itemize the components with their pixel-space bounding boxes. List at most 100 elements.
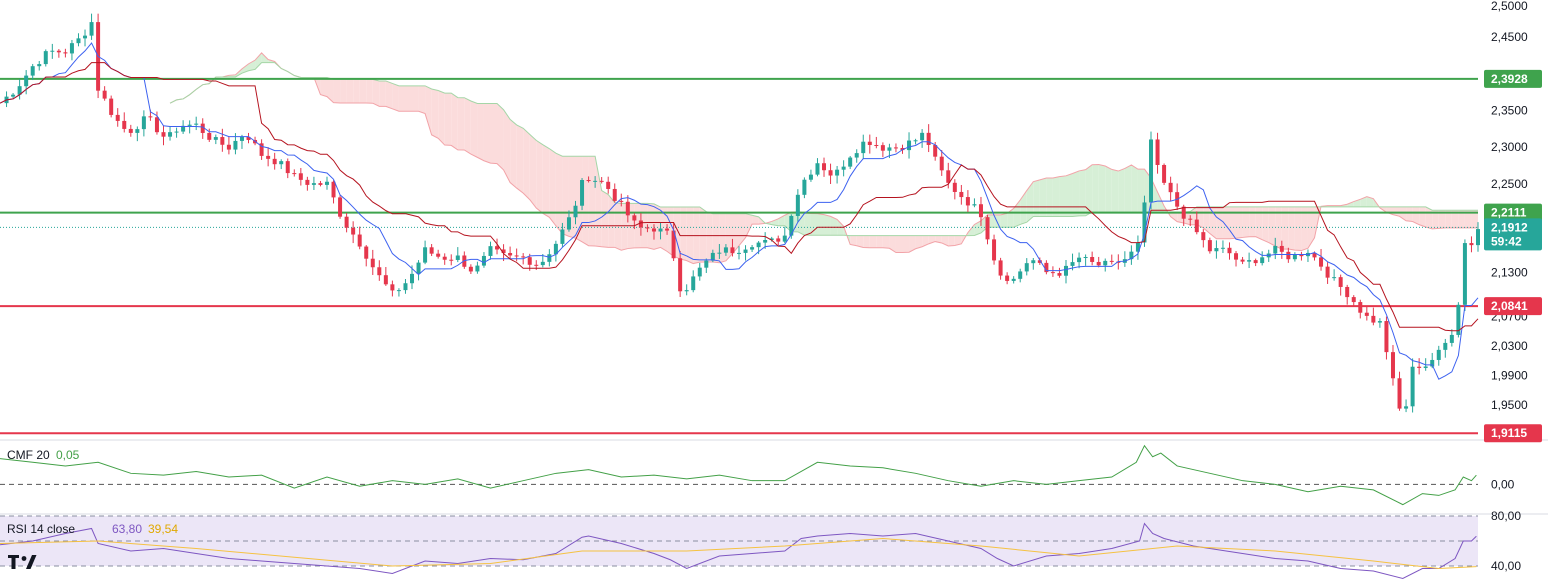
candle <box>207 128 212 142</box>
candle <box>1077 252 1082 269</box>
candle <box>1129 245 1134 265</box>
cloud-segment <box>1085 164 1093 216</box>
candle <box>1286 247 1291 263</box>
candle <box>1436 345 1441 366</box>
level-price-badge: 2,0841 <box>1484 297 1542 316</box>
candle <box>1345 284 1350 305</box>
candle <box>1149 131 1154 210</box>
candle <box>802 177 807 199</box>
rsi-value: 63,80 <box>112 522 142 536</box>
rsi-line <box>0 522 1477 580</box>
cloud-segment <box>915 235 923 249</box>
cloud-segment <box>1288 206 1295 251</box>
price-tick-label: 2,2500 <box>1491 177 1528 191</box>
cloud-segment <box>653 203 661 250</box>
candle <box>619 193 624 207</box>
candle <box>867 134 872 154</box>
price-tick-label: 2,5000 <box>1491 0 1528 13</box>
candle <box>390 280 395 297</box>
candle <box>1122 251 1127 267</box>
cloud-segment <box>255 52 262 70</box>
cloud-segment <box>529 134 537 209</box>
candle <box>743 245 748 261</box>
rsi-legend[interactable]: RSI 14 close 63,80 39,54 <box>7 522 178 536</box>
candle <box>1031 257 1036 270</box>
candle <box>580 178 585 211</box>
candle <box>1142 195 1147 247</box>
cloud-segment <box>542 144 550 218</box>
candle <box>429 244 434 257</box>
cloud-segment <box>1347 201 1354 207</box>
cloud-segment <box>575 156 583 242</box>
candle <box>226 136 231 155</box>
candle <box>1462 239 1467 311</box>
candle <box>665 224 670 235</box>
cloud-segment <box>464 97 471 155</box>
candle <box>442 253 447 265</box>
candle <box>481 252 486 268</box>
cloud-segment <box>725 213 733 261</box>
candle <box>83 29 88 47</box>
cloud-segment <box>1124 164 1132 213</box>
cloud-segment <box>451 93 458 150</box>
cloud-segment <box>1137 169 1145 213</box>
horizontal-levels[interactable] <box>0 77 1478 435</box>
cloud-segment <box>719 213 726 263</box>
candle <box>1443 338 1448 358</box>
cloud-segment <box>1249 206 1256 237</box>
cloud-segment <box>830 216 838 236</box>
cloud-segment <box>320 77 327 97</box>
candle <box>89 13 94 40</box>
cmf-legend[interactable]: CMF 20 0,05 <box>7 448 80 462</box>
cloud-segment <box>333 79 341 103</box>
candle <box>625 195 630 223</box>
candle <box>1214 240 1219 259</box>
cloud-segment <box>817 213 825 236</box>
cloud-segment <box>1111 169 1119 213</box>
candle <box>893 143 898 153</box>
candle <box>1417 358 1422 375</box>
cloud-segment <box>1118 168 1125 213</box>
cloud-segment <box>856 235 864 248</box>
candle <box>69 39 74 61</box>
candle <box>1410 358 1415 413</box>
cloud-segment <box>248 60 256 71</box>
cloud-segment <box>1157 192 1165 213</box>
candle <box>259 139 264 160</box>
candle <box>1469 236 1474 253</box>
cmf-value: 0,05 <box>56 448 80 462</box>
candle <box>645 224 650 233</box>
candle <box>907 132 912 159</box>
candle <box>835 165 840 184</box>
cloud-segment <box>699 207 707 263</box>
cloud-segment <box>1222 206 1230 239</box>
candle <box>599 177 604 184</box>
cloud-segment <box>582 156 589 246</box>
cmf-title: CMF 20 <box>7 448 50 462</box>
candle <box>1011 276 1016 284</box>
cloud-segment <box>1275 206 1282 250</box>
candle <box>1351 295 1356 307</box>
candle <box>174 127 179 138</box>
tradingview-logo-icon[interactable] <box>8 555 37 569</box>
candle <box>1273 237 1278 260</box>
candle <box>1299 251 1304 261</box>
grid-layer <box>0 439 1548 515</box>
candle <box>488 241 493 260</box>
cloud-segment <box>555 153 563 234</box>
candle <box>1050 266 1055 277</box>
price-axis[interactable]: 2,50002,45002,35002,30002,25002,13002,07… <box>1491 0 1528 573</box>
cloud-segment <box>372 79 380 107</box>
candle <box>24 70 29 95</box>
cloud-segment <box>1432 210 1439 229</box>
candle <box>1024 258 1029 276</box>
tenkan-sen-line <box>0 42 1479 380</box>
candle <box>181 120 186 134</box>
cloud-segment <box>850 235 857 246</box>
candle <box>939 150 944 176</box>
candle <box>1181 204 1186 226</box>
cloud-segment <box>1170 212 1178 222</box>
cloud-segment <box>647 203 654 250</box>
candle <box>1135 235 1140 260</box>
